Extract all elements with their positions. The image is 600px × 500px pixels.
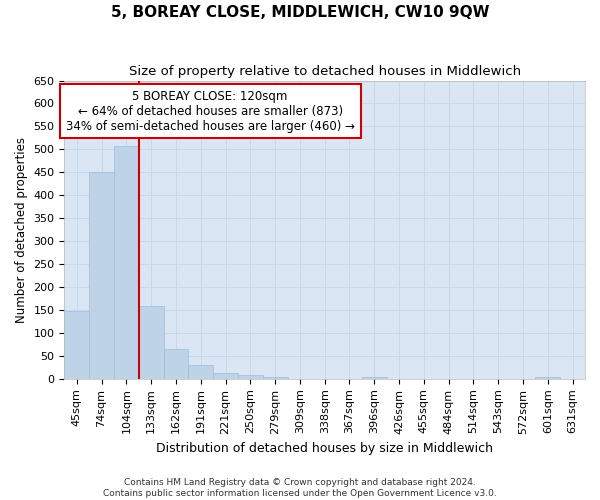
- Bar: [362, 376, 386, 379]
- Bar: [64, 311, 89, 379]
- Text: 5 BOREAY CLOSE: 120sqm
← 64% of detached houses are smaller (873)
34% of semi-de: 5 BOREAY CLOSE: 120sqm ← 64% of detached…: [65, 90, 355, 132]
- Text: Contains HM Land Registry data © Crown copyright and database right 2024.
Contai: Contains HM Land Registry data © Crown c…: [103, 478, 497, 498]
- Y-axis label: Number of detached properties: Number of detached properties: [15, 136, 28, 322]
- Bar: [213, 373, 238, 379]
- Bar: [114, 146, 139, 379]
- Bar: [535, 376, 560, 379]
- Bar: [263, 376, 287, 379]
- Text: 5, BOREAY CLOSE, MIDDLEWICH, CW10 9QW: 5, BOREAY CLOSE, MIDDLEWICH, CW10 9QW: [111, 5, 489, 20]
- Title: Size of property relative to detached houses in Middlewich: Size of property relative to detached ho…: [128, 65, 521, 78]
- Bar: [238, 375, 263, 379]
- Bar: [89, 172, 114, 379]
- Bar: [188, 365, 213, 379]
- X-axis label: Distribution of detached houses by size in Middlewich: Distribution of detached houses by size …: [156, 442, 493, 455]
- Bar: [164, 349, 188, 379]
- Bar: [139, 306, 164, 379]
